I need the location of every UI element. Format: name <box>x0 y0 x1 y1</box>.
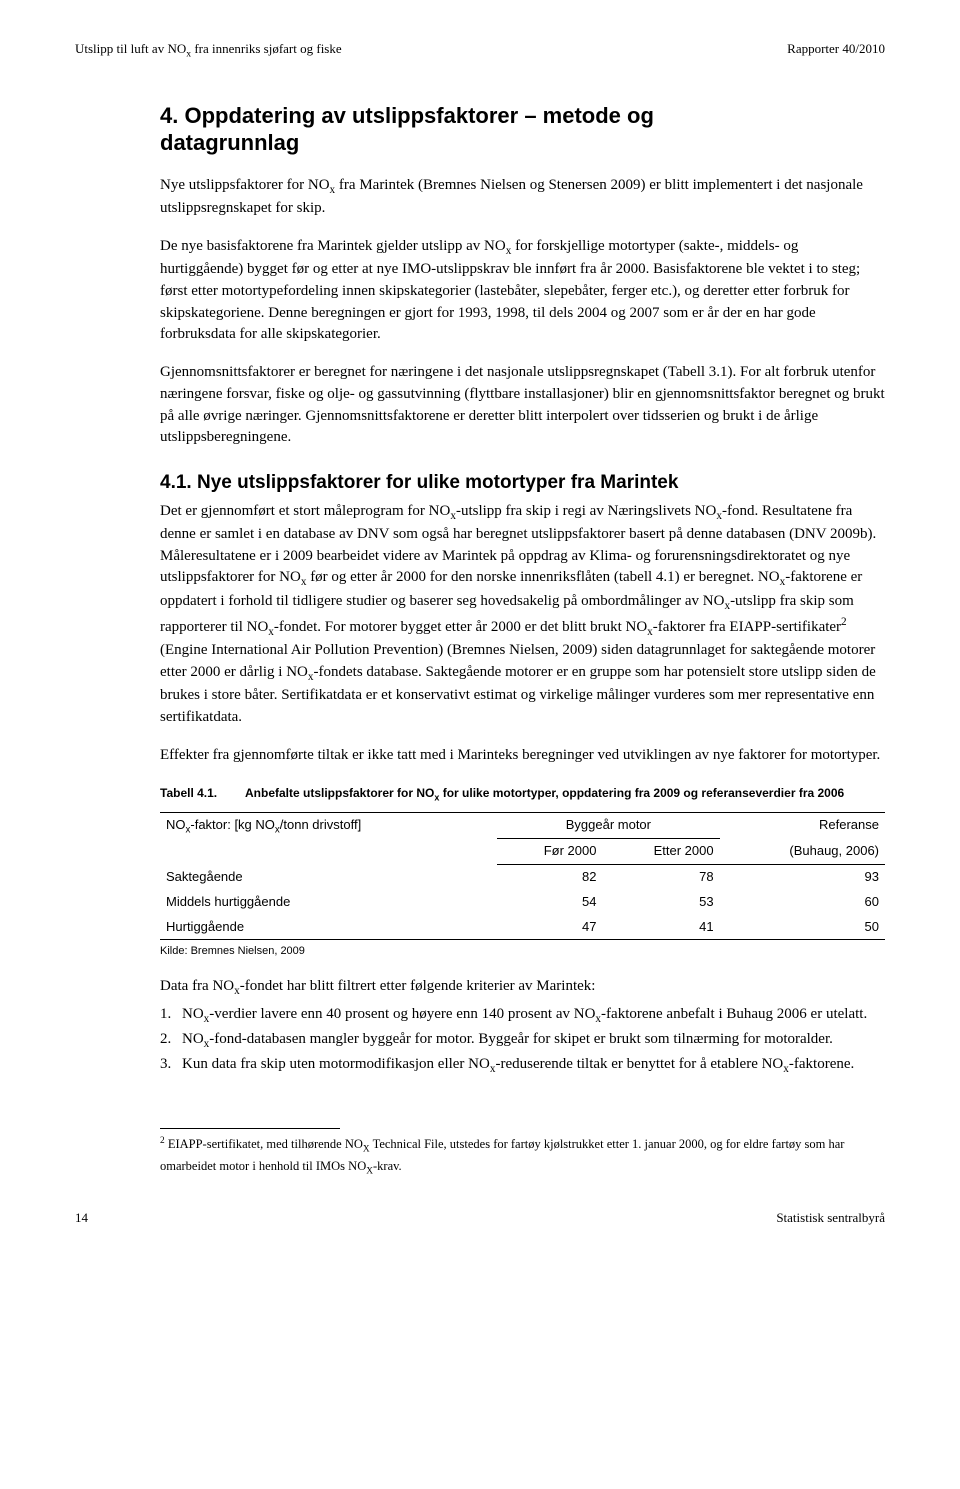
table-header-ref: Referanse <box>720 813 885 839</box>
list-item: 3. Kun data fra skip uten motormodifikas… <box>160 1054 885 1077</box>
table-header-factor: NOx-faktor: [kg NOx/tonn drivstoff] <box>160 813 497 865</box>
table-row: Saktegående 82 78 93 <box>160 864 885 889</box>
subsection-title-text: Nye utslippsfaktorer for ulike motortype… <box>197 472 678 493</box>
table-caption: Tabell 4.1. Anbefalte utslippsfaktorer f… <box>160 785 885 804</box>
table-cell: 41 <box>602 915 719 940</box>
footer-publisher: Statistisk sentralbyrå <box>776 1209 885 1228</box>
paragraph-6: Data fra NOx-fondet har blitt filtrert e… <box>160 976 885 999</box>
paragraph-1: Nye utslippsfaktorer for NOx fra Marinte… <box>160 175 885 220</box>
subsection-number: 4.1. <box>160 472 192 493</box>
table-cell: 50 <box>720 915 885 940</box>
table-row: Middels hurtiggående 54 53 60 <box>160 890 885 915</box>
paragraph-4: Det er gjennomført et stort måleprogram … <box>160 501 885 729</box>
subsection-title: 4.1. Nye utslippsfaktorer for ulike moto… <box>160 469 885 497</box>
table-header-ref-sub: (Buhaug, 2006) <box>720 838 885 864</box>
table-cell: 82 <box>497 864 602 889</box>
table-cell: 93 <box>720 864 885 889</box>
section-title: 4. Oppdatering av utslippsfaktorer – met… <box>160 102 885 157</box>
table-col-before: Før 2000 <box>497 838 602 864</box>
paragraph-5: Effekter fra gjennomførte tiltak er ikke… <box>160 745 885 767</box>
table-cell: Middels hurtiggående <box>160 890 497 915</box>
criteria-list: 1. NOx-verdier lavere enn 40 prosent og … <box>160 1004 885 1078</box>
table-cell: Saktegående <box>160 864 497 889</box>
list-item: 1. NOx-verdier lavere enn 40 prosent og … <box>160 1004 885 1027</box>
footnote: 2 EIAPP-sertifikatet, med tilhørende NOX… <box>160 1135 885 1179</box>
table-caption-text: Anbefalte utslippsfaktorer for NOx for u… <box>245 785 885 804</box>
header-left-pre: Utslipp til luft av NO <box>75 41 186 56</box>
paragraph-3: Gjennomsnittsfaktorer er beregnet for næ… <box>160 362 885 449</box>
table-col-after: Etter 2000 <box>602 838 719 864</box>
table-cell: 60 <box>720 890 885 915</box>
data-table: NOx-faktor: [kg NOx/tonn drivstoff] Bygg… <box>160 812 885 940</box>
table-cell: Hurtiggående <box>160 915 497 940</box>
table-header-byggear: Byggeår motor <box>497 813 719 839</box>
table-cell: 47 <box>497 915 602 940</box>
main-content: 4. Oppdatering av utslippsfaktorer – met… <box>160 102 885 1179</box>
paragraph-2: De nye basisfaktorene fra Marintek gjeld… <box>160 236 885 346</box>
table-cell: 78 <box>602 864 719 889</box>
table-cell: 53 <box>602 890 719 915</box>
page-footer: 14 Statistisk sentralbyrå <box>75 1209 885 1228</box>
section-title-line1: Oppdatering av utslippsfaktorer – metode… <box>184 103 653 128</box>
footer-page-number: 14 <box>75 1209 88 1228</box>
list-item: 2. NOx-fond-databasen mangler byggeår fo… <box>160 1029 885 1052</box>
table-cell: 54 <box>497 890 602 915</box>
table-source: Kilde: Bremnes Nielsen, 2009 <box>160 944 885 960</box>
header-right: Rapporter 40/2010 <box>787 40 885 62</box>
section-title-line2: datagrunnlag <box>160 130 299 155</box>
header-left: Utslipp til luft av NOx fra innenriks sj… <box>75 40 342 62</box>
table-caption-label: Tabell 4.1. <box>160 785 245 804</box>
page-header: Utslipp til luft av NOx fra innenriks sj… <box>75 40 885 62</box>
header-left-post: fra innenriks sjøfart og fiske <box>191 41 342 56</box>
footnote-rule <box>160 1128 340 1129</box>
table-row: Hurtiggående 47 41 50 <box>160 915 885 940</box>
section-number: 4. <box>160 103 178 128</box>
